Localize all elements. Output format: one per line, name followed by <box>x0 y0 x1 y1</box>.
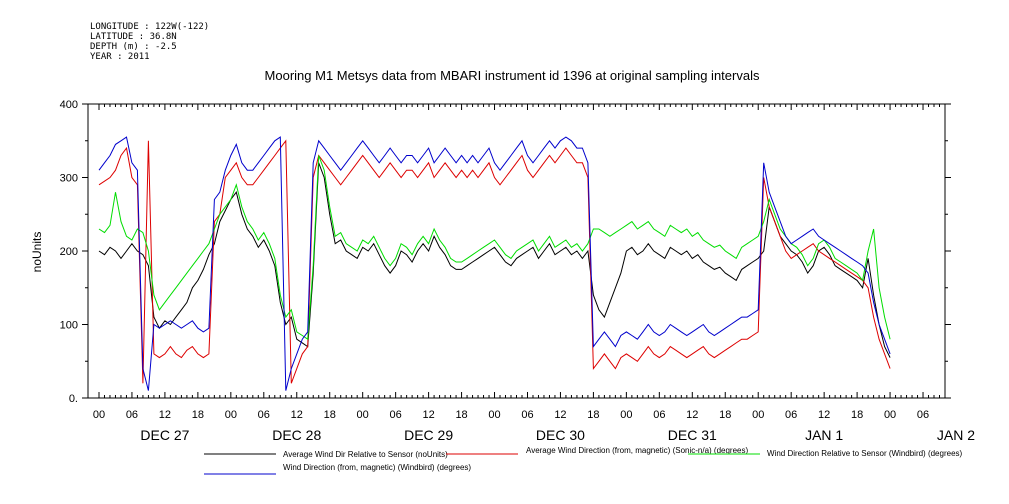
legend-label-3: Wind Direction Relative to Sensor (Windb… <box>767 449 963 458</box>
header-metadata: LONGITUDE : 122W(-122) LATITUDE : 36.8N … <box>90 22 209 62</box>
x-tick-label: 06 <box>521 409 533 421</box>
longitude-label: LONGITUDE : 122W(-122) <box>90 22 209 32</box>
y-tick-label: 300 <box>60 173 78 185</box>
x-tick-label: 18 <box>587 409 599 421</box>
legend-label-4: Wind Direction (from, magnetic) (Windbir… <box>283 463 471 472</box>
x-tick-label: 06 <box>653 409 665 421</box>
y-axis-label: noUnits <box>30 232 44 273</box>
chart-title: Mooring M1 Metsys data from MBARI instru… <box>265 68 760 83</box>
legend: Average Wind Dir Relative to Sensor (noU… <box>204 446 963 475</box>
x-tick-label: 12 <box>291 409 303 421</box>
x-tick-label: 18 <box>192 409 204 421</box>
series-line-2 <box>98 139 891 384</box>
ticks-layer: 0. 100 200 300 400 00 06 12 18 00 06 12 18 00 06 12 18 00… <box>60 99 976 443</box>
legend-label-1: Average Wind Dir Relative to Sensor (noU… <box>283 450 448 459</box>
x-tick-label: 12 <box>159 409 171 421</box>
y-tick-label: 100 <box>60 320 78 332</box>
x-tick-label: 12 <box>686 409 698 421</box>
series-line-3 <box>98 155 891 341</box>
year-label: YEAR : 2011 <box>90 52 150 62</box>
x-tick-label: 00 <box>488 409 500 421</box>
day-label: DEC 31 <box>668 427 717 443</box>
x-tick-label: 18 <box>719 409 731 421</box>
x-tick-label: 06 <box>917 409 929 421</box>
y-tick-label: 200 <box>60 246 78 258</box>
x-tick-label: 00 <box>357 409 369 421</box>
x-tick-label: 12 <box>554 409 566 421</box>
x-tick-label: 00 <box>752 409 764 421</box>
latitude-label: LATITUDE : 36.8N <box>90 32 177 42</box>
x-tick-label: 00 <box>93 409 105 421</box>
day-label: DEC 30 <box>536 427 585 443</box>
series-line-1 <box>98 162 891 358</box>
day-label: DEC 27 <box>140 427 189 443</box>
day-label: JAN 1 <box>805 427 843 443</box>
x-tick-label: 00 <box>620 409 632 421</box>
x-tick-label: 06 <box>258 409 270 421</box>
x-tick-label: 18 <box>324 409 336 421</box>
x-tick-label: 06 <box>126 409 138 421</box>
y-tick-label: 400 <box>60 99 78 111</box>
x-tick-label: 00 <box>884 409 896 421</box>
x-tick-label: 00 <box>225 409 237 421</box>
depth-label: DEPTH (m) : -2.5 <box>90 42 177 52</box>
series-layer <box>98 136 891 391</box>
x-tick-label: 12 <box>422 409 434 421</box>
x-tick-label: 06 <box>390 409 402 421</box>
x-tick-label: 06 <box>785 409 797 421</box>
x-tick-label: 12 <box>818 409 830 421</box>
y-tick-label: 0. <box>69 393 78 405</box>
x-tick-label: 18 <box>851 409 863 421</box>
day-label: JAN 2 <box>937 427 975 443</box>
day-label: DEC 28 <box>272 427 321 443</box>
series-line-4 <box>98 136 891 391</box>
day-label: DEC 29 <box>404 427 453 443</box>
legend-label-2: Average Wind Direction (from, magnetic) … <box>526 446 748 455</box>
x-tick-label: 18 <box>455 409 467 421</box>
